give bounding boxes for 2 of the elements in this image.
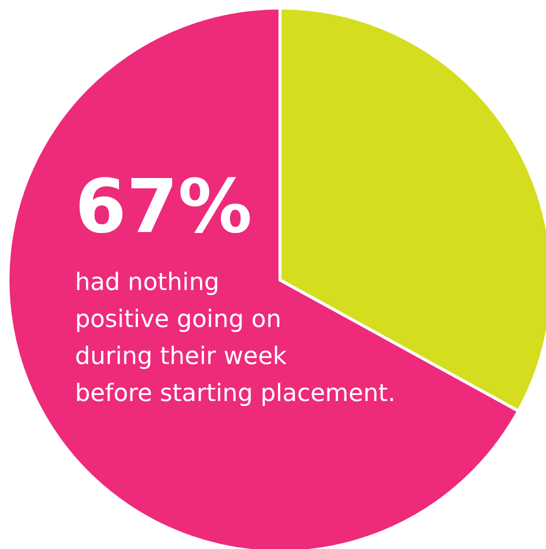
text: had nothing positive going on during their week before starting placement. [75, 268, 396, 407]
data-label: 67% [75, 164, 252, 250]
